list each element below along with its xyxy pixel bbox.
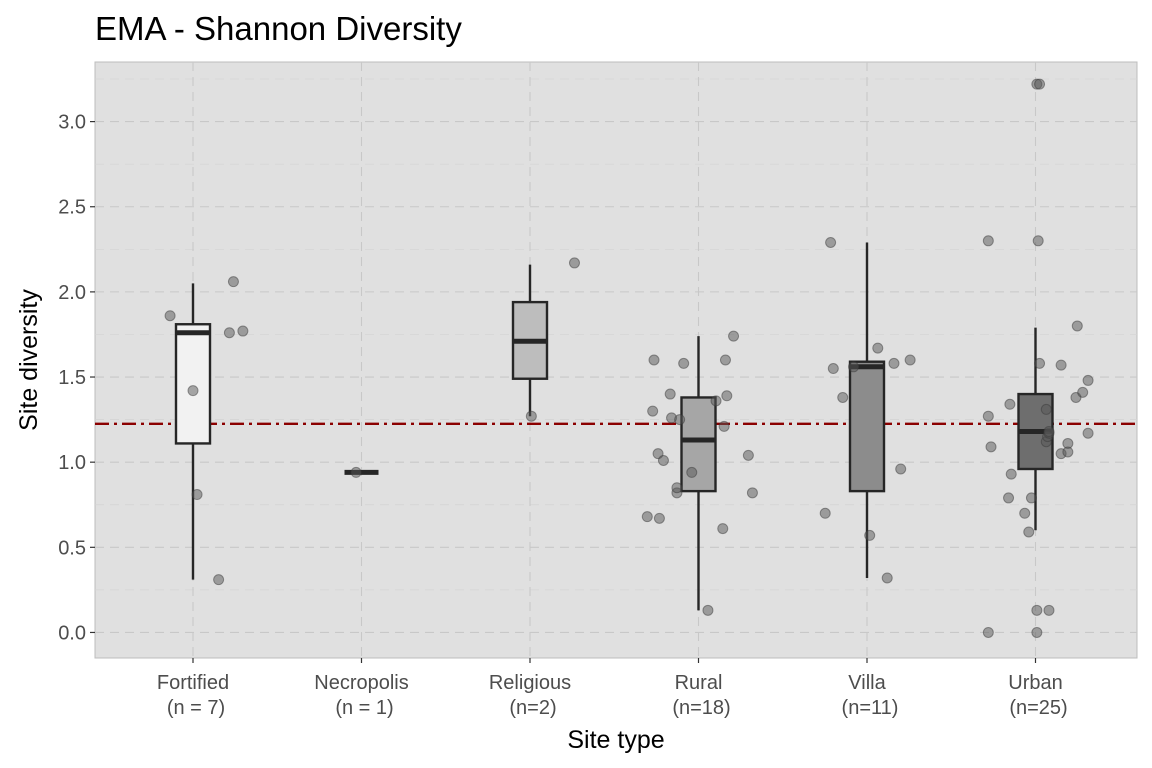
y-tick-label: 1.5 [58,367,86,389]
data-point [728,330,740,342]
data-point [827,363,839,375]
data-point [648,354,660,366]
x-tick-label: Villa [848,672,886,694]
box-body [680,396,717,493]
box-religious [511,264,549,417]
data-point [1005,468,1017,480]
plot-panel [94,61,1138,659]
data-point [721,390,733,402]
y-tick-label: 2.0 [58,282,86,304]
data-point [982,235,994,247]
box-fortified [174,283,212,580]
x-tick-count: (n=18) [672,697,730,719]
data-point [1077,386,1089,398]
y-tick-label: 0.5 [58,537,86,559]
data-point [904,354,916,366]
data-point [1082,374,1094,386]
data-point [982,410,994,422]
x-tick-count: (n = 1) [335,697,393,719]
box-rural [680,336,717,611]
data-point [191,489,203,501]
data-point [674,414,686,426]
x-tick-label: Urban [1008,672,1062,694]
chart-title: EMA - Shannon Diversity [95,10,462,47]
data-point [1062,446,1074,458]
box-villa [848,242,886,578]
y-tick-label: 1.0 [58,452,86,474]
data-point [895,463,907,475]
data-point [985,441,997,453]
y-tick-label: 2.5 [58,197,86,219]
data-point [1003,492,1015,504]
data-point [653,512,665,524]
data-point [719,354,731,366]
data-point [525,410,537,422]
data-points [164,78,1094,638]
x-axis: Fortified (n = 7) Necropolis (n = 1) Religio… [157,658,1068,719]
data-point [710,395,722,407]
x-tick-count: (n=11) [842,697,899,719]
x-tick-label: Religious [489,672,571,694]
data-point [213,574,225,586]
data-point [678,357,690,369]
y-tick-label: 0.0 [58,622,86,644]
x-tick-count: (n = 7) [167,697,225,719]
x-tick-label: Fortified [157,672,229,694]
y-axis: 0.0 0.5 1.0 1.5 2.0 2.5 3.0 [58,112,95,644]
data-point [742,449,754,461]
data-point [223,327,235,339]
data-point [237,325,249,337]
data-point [1023,526,1035,538]
data-point [881,572,893,584]
data-point [1032,235,1044,247]
data-point [187,385,199,397]
data-point [647,405,659,417]
data-point [350,466,362,478]
data-point [888,357,900,369]
data-point [864,529,876,541]
data-point [227,276,239,288]
data-point [641,511,653,523]
x-axis-title: Site type [567,726,664,754]
data-point [1019,507,1031,519]
box-body [848,360,886,493]
data-point [164,310,176,322]
data-point [1034,357,1046,369]
data-point [746,487,758,499]
x-tick-count: (n=2) [509,697,556,719]
data-point [686,466,698,478]
boxes [174,242,1054,611]
data-point [1034,78,1046,90]
data-point [1031,626,1043,638]
data-point [664,388,676,400]
data-point [1031,604,1043,616]
data-point [568,257,580,269]
data-point [657,454,669,466]
data-point [1043,604,1055,616]
data-point [1055,359,1067,371]
data-point [718,420,730,432]
data-point [717,523,729,535]
data-point [819,507,831,519]
data-point [1043,426,1055,438]
data-point [1040,403,1052,415]
x-tick-label: Necropolis [314,672,408,694]
data-point [1025,492,1037,504]
x-tick-count: (n=25) [1009,697,1067,719]
data-point [837,391,849,403]
data-point [702,604,714,616]
y-axis-title: Site diversity [15,289,43,431]
y-tick-label: 3.0 [58,112,86,134]
data-point [825,237,837,249]
data-point [1071,320,1083,332]
data-point [1082,427,1094,439]
data-point [982,626,994,638]
data-point [671,482,683,494]
data-point [872,342,884,354]
box-body [174,323,212,445]
data-point [848,361,860,373]
data-point [1004,398,1016,410]
x-tick-label: Rural [675,672,723,694]
